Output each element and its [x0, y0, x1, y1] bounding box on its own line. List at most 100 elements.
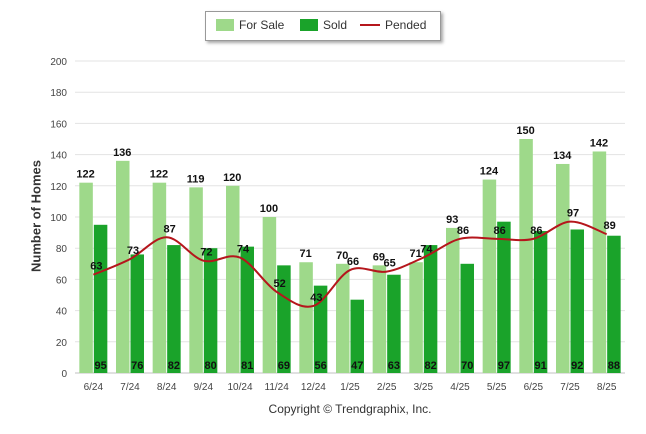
legend-label-for-sale: For Sale	[239, 18, 285, 32]
data-label-sold: 47	[351, 360, 363, 372]
x-tick-label: 6/24	[84, 382, 104, 393]
data-label-sold: 92	[571, 360, 583, 372]
bar-sold	[277, 265, 291, 373]
legend-label-pended: Pended	[385, 18, 427, 32]
data-label-sold: 56	[314, 360, 326, 372]
bar-for-sale	[299, 262, 313, 373]
data-label-for-sale: 100	[260, 203, 278, 215]
x-tick-label: 7/25	[560, 382, 580, 393]
bar-sold	[240, 246, 254, 373]
data-label-pended: 89	[604, 220, 616, 232]
bar-for-sale	[262, 217, 277, 373]
data-label-for-sale: 134	[553, 150, 572, 162]
bar-sold	[350, 299, 364, 373]
bar-sold	[313, 285, 328, 373]
bar-sold	[130, 254, 144, 373]
data-label-for-sale: 120	[223, 172, 241, 184]
x-tick-label: 8/24	[157, 382, 177, 393]
y-tick-label: 20	[56, 338, 68, 349]
data-label-pended: 65	[384, 258, 396, 270]
data-label-pended: 97	[567, 208, 579, 220]
data-label-sold: 70	[461, 360, 473, 372]
data-label-sold: 80	[204, 360, 216, 372]
bar-sold	[497, 221, 511, 373]
data-label-sold: 97	[498, 360, 510, 372]
y-axis-title: Number of Homes	[28, 160, 44, 272]
data-label-pended: 86	[494, 225, 506, 237]
data-label-pended: 86	[530, 225, 542, 237]
data-label-sold: 82	[168, 360, 180, 372]
y-tick-label: 40	[56, 307, 68, 318]
bar-for-sale	[409, 262, 423, 373]
data-label-pended: 52	[274, 278, 286, 290]
bar-for-sale	[519, 139, 533, 373]
x-tick-label: 5/25	[487, 382, 507, 393]
bar-for-sale	[79, 182, 93, 373]
x-tick-label: 2/25	[377, 382, 397, 393]
y-tick-label: 100	[50, 213, 67, 224]
legend: For Sale Sold Pended	[205, 11, 441, 41]
legend-item-sold[interactable]: Sold	[300, 18, 347, 32]
data-label-for-sale: 69	[373, 251, 385, 263]
data-label-sold: 88	[608, 360, 620, 372]
line-pended	[92, 220, 608, 308]
data-label-sold: 82	[424, 360, 436, 372]
data-label-for-sale: 122	[76, 169, 94, 181]
x-tick-label: 4/25	[450, 382, 470, 393]
x-tick-label: 3/25	[414, 382, 434, 393]
bar-for-sale	[556, 163, 570, 373]
y-tick-label: 80	[56, 244, 68, 255]
legend-item-for-sale[interactable]: For Sale	[216, 18, 284, 32]
data-label-for-sale: 71	[299, 248, 311, 260]
x-tick-label: 6/25	[524, 382, 544, 393]
x-tick-label: 7/24	[120, 382, 140, 393]
data-label-pended: 43	[310, 292, 322, 304]
bar-sold	[387, 274, 401, 373]
legend-label-sold: Sold	[323, 18, 348, 32]
bar-for-sale	[189, 187, 203, 373]
bar-for-sale	[336, 263, 350, 373]
bar-for-sale	[226, 185, 240, 373]
y-tick-label: 140	[50, 151, 67, 162]
y-tick-label: 160	[50, 119, 67, 130]
x-tick-label: 9/24	[194, 382, 214, 393]
bar-for-sale	[116, 160, 130, 373]
data-label-for-sale: 136	[113, 147, 131, 159]
data-label-pended: 86	[457, 225, 469, 237]
y-tick-label: 120	[50, 182, 67, 193]
bar-for-sale	[152, 182, 167, 373]
data-label-sold: 91	[534, 360, 546, 372]
data-label-pended: 87	[164, 223, 176, 235]
y-tick-label: 0	[61, 369, 67, 380]
x-tick-label: 12/24	[301, 382, 326, 393]
data-label-sold: 81	[241, 360, 253, 372]
data-label-for-sale: 150	[516, 125, 534, 137]
bar-sold	[167, 245, 181, 373]
data-label-sold: 95	[94, 360, 106, 372]
x-tick-label: 1/25	[340, 382, 360, 393]
data-label-for-sale: 124	[480, 166, 499, 178]
data-label-sold: 63	[388, 360, 400, 372]
data-label-pended: 73	[127, 245, 139, 257]
data-label-for-sale: 119	[187, 173, 205, 185]
y-tick-label: 180	[50, 88, 67, 99]
legend-swatch-pended	[360, 24, 380, 26]
bar-sold	[460, 263, 474, 373]
bar-sold	[203, 248, 218, 373]
bar-for-sale	[372, 265, 387, 373]
bar-for-sale	[592, 151, 607, 373]
bar-for-sale	[482, 179, 497, 373]
y-tick-label: 60	[56, 275, 68, 286]
bar-sold	[423, 245, 438, 373]
legend-swatch-for-sale	[216, 19, 234, 31]
data-label-sold: 69	[278, 360, 290, 372]
data-label-pended: 66	[347, 256, 359, 268]
bar-sold	[93, 224, 108, 373]
bar-sold	[607, 235, 621, 373]
data-label-pended: 63	[90, 261, 102, 273]
bar-sold	[570, 229, 584, 373]
legend-item-pended[interactable]: Pended	[360, 18, 426, 32]
data-label-pended: 74	[237, 244, 250, 256]
x-tick-label: 11/24	[265, 382, 290, 393]
